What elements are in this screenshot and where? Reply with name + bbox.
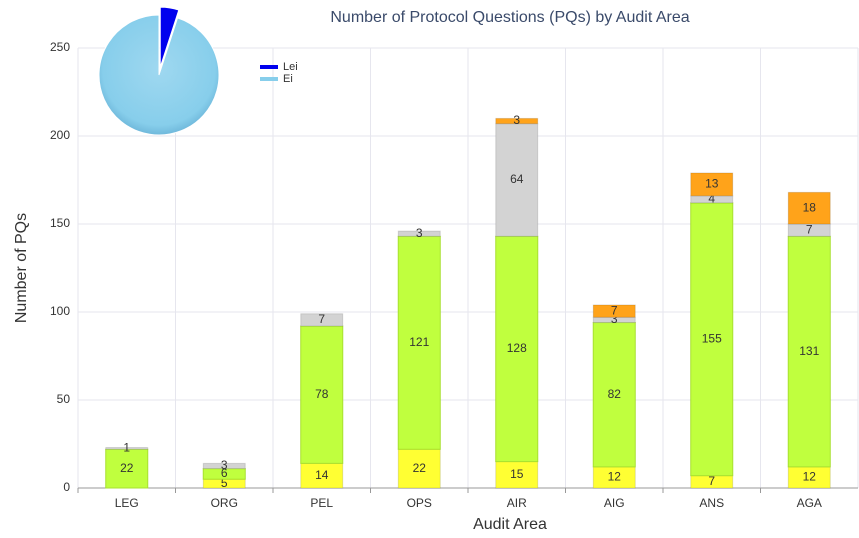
data-label: 7 [611,303,618,317]
data-label: 82 [608,387,622,401]
bar-segment [495,123,539,237]
data-label: 64 [510,172,524,186]
x-tick-label: ORG [211,496,238,510]
bar-segment [397,230,441,237]
data-label: 128 [507,341,527,355]
data-label: 13 [705,177,719,191]
bar-segment [690,172,734,197]
x-tick-label: LEG [115,496,139,510]
bar-segment [495,461,539,489]
bar-segment [105,448,149,489]
bar-segment [397,448,441,489]
data-label: 7 [318,312,325,326]
y-tick-label: 200 [50,128,70,142]
data-label: 155 [702,331,722,345]
data-label: 78 [315,387,329,401]
data-label: 15 [510,467,524,481]
data-label: 22 [413,461,427,475]
bar-segment [495,235,539,463]
bar-segment [592,304,636,318]
pie-slice [98,14,220,136]
data-label: 5 [221,476,228,490]
data-label: 3 [611,312,618,326]
bar-segment [202,462,246,470]
bar-segment [690,202,734,477]
data-label: 131 [799,344,819,358]
x-tick-label: AIR [507,496,527,510]
data-label: 3 [416,226,423,240]
x-tick-label: AIG [604,496,625,510]
bar-segment [592,322,636,468]
x-axis-label: Audit Area [473,516,547,533]
data-label: 3 [513,113,520,127]
y-tick-label: 100 [50,304,70,318]
x-tick-label: ANS [699,496,724,510]
pie-slice [159,6,180,68]
data-label: 7 [806,222,813,236]
data-label: 4 [708,192,715,206]
data-label: 6 [221,466,228,480]
data-label: 22 [120,461,134,475]
data-label: 18 [803,200,817,214]
bar-segment [300,462,344,489]
data-label: 14 [315,468,329,482]
data-label: 3 [221,458,228,472]
legend-label: Ei [283,73,293,85]
legend-label: Lei [283,61,298,73]
chart-title: Number of Protocol Questions (PQs) by Au… [330,9,689,26]
bar-segment [105,447,149,450]
data-label: 12 [803,470,817,484]
bar-segment [787,235,831,468]
data-label: 121 [409,335,429,349]
y-tick-label: 50 [57,392,71,406]
y-tick-label: 250 [50,40,70,54]
bar-segment [495,117,539,125]
x-tick-label: OPS [407,496,432,510]
bar-segment [202,468,246,480]
x-tick-label: AGA [797,496,822,510]
y-tick-label: 0 [63,480,70,494]
bar-segment [397,235,441,450]
x-tick-label: PEL [310,496,333,510]
data-label: 1 [123,441,130,455]
bar-segment [300,313,344,327]
bar-segment [787,191,831,225]
y-axis-label: Number of PQs [13,213,30,323]
data-label: 7 [708,474,715,488]
data-label: 12 [608,470,622,484]
y-tick-label: 150 [50,216,70,230]
